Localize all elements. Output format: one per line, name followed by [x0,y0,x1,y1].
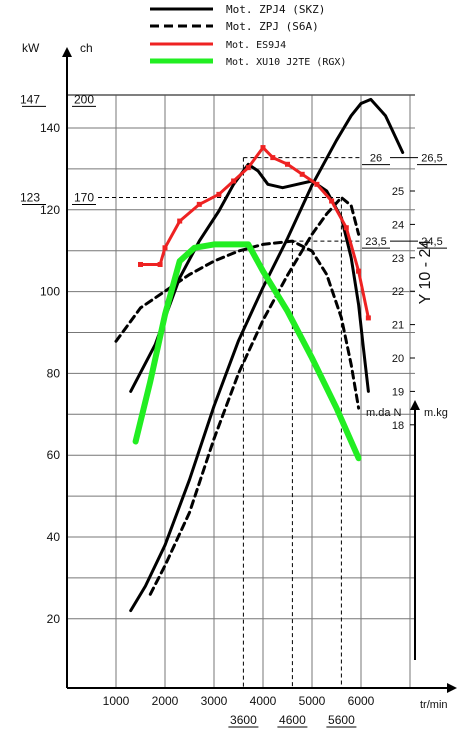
x-tick-label: 4000 [250,694,277,708]
series-point [196,201,202,207]
legend-entry: Mot. ZPJ4 (SKZ) [150,3,325,16]
torque-marked-label: 26 [370,153,382,165]
legend-entry: Mot. ZPJ (S6A) [150,20,319,33]
series-point [231,178,237,184]
kw-tick-label: 40 [47,530,61,544]
series-line [132,241,362,462]
x-marked-label: 4600 [279,713,306,727]
series-line [129,162,370,393]
kw-tick-label: 140 [40,121,60,135]
series-line [129,97,405,613]
torque-axis-title-right: m.kg [424,407,448,419]
series-point [343,225,349,231]
legend-label: Mot. ZPJ (S6A) [226,20,319,33]
series-point [314,181,320,187]
x-tick-label: 6000 [348,694,375,708]
legend: Mot. ZPJ4 (SKZ) Mot. ZPJ (S6A) Mot. ES9J… [150,3,346,68]
x-tick-label: 2000 [152,694,179,708]
kw-marked-label: 123 [20,191,40,205]
ch-marked-label: 170 [74,191,94,205]
torque-tick-label: 23 [392,253,404,265]
kw-axis-title: kW [22,41,40,55]
kw-tick-label: 20 [47,612,61,626]
kw-tick-label: 80 [47,366,61,380]
grid [67,94,415,688]
series-point [162,245,168,251]
kw-tick-label: 100 [40,285,60,299]
legend-entry: Mot. ES9J4 [150,40,286,51]
series-point [216,191,222,197]
ch-marked-label: 200 [74,92,94,106]
kw-tick-label: 60 [47,448,61,462]
torque-tick-label: 20 [392,353,404,365]
torque-tick-label: 24 [392,219,404,231]
torque-tick-label: 19 [392,386,404,398]
ch-axis-title: ch [80,41,93,55]
torque-axis-title-left: m.da N [366,407,402,419]
kw-tick-label: 120 [40,203,60,217]
mkg-marked-label: 24,5 [421,236,442,248]
series-line [148,196,361,596]
series-point [270,155,276,161]
axes [62,47,457,693]
torque-marked-label: 23,5 [365,236,386,248]
series-line [114,239,361,410]
legend-label: Mot. ZPJ4 (SKZ) [226,3,325,16]
x-tick-label: 5000 [299,694,326,708]
series-point [157,261,163,267]
torque-tick-label: 22 [392,286,404,298]
torque-tick-label: 25 [392,186,404,198]
x-axis-title: tr/min [420,699,448,711]
x-marked-label: 5600 [328,713,355,727]
torque-tick-label: 21 [392,320,404,332]
x-marked-label: 3600 [230,713,257,727]
series-point [329,198,335,204]
series-point [260,145,266,151]
x-tick-label: 1000 [103,694,130,708]
series-point [285,161,290,167]
series-lines [114,97,405,613]
tick-labels: 1000 2000 3000 4000 5000 6000 3600 4600 5600 20 40… [20,92,447,728]
series-point [365,315,371,321]
legend-entry: Mot. XU10 J2TE (RGX) [150,57,346,68]
series-point [299,171,305,177]
series-point [356,268,362,274]
x-tick-label: 3000 [201,694,228,708]
torque-tick-label: 18 [392,420,404,432]
series-point [245,165,251,171]
side-label: Y 10 - 24 [417,240,434,305]
mkg-marked-label: 26,5 [421,153,442,165]
series-point [177,218,183,224]
series-point [138,261,143,267]
legend-label: Mot. ES9J4 [226,40,286,51]
legend-label: Mot. XU10 J2TE (RGX) [226,57,346,68]
kw-marked-label: 147 [20,92,40,106]
